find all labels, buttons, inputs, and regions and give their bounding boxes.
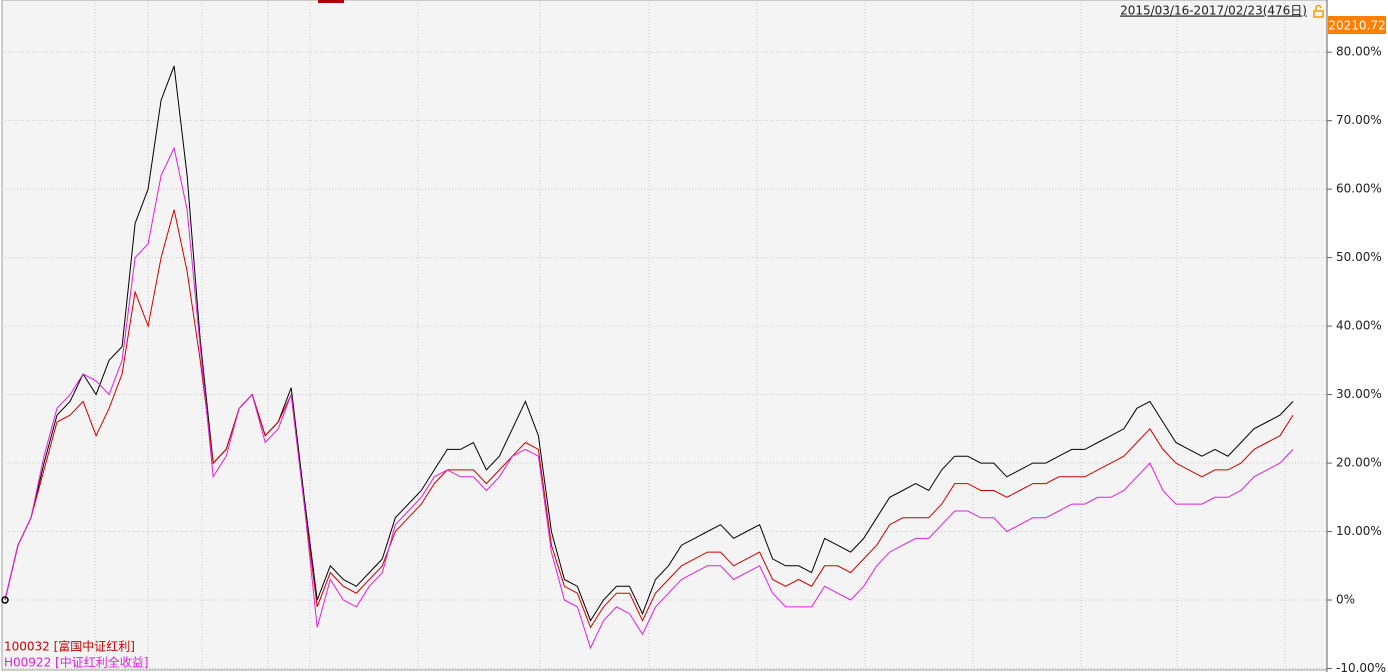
legend-entry: 100032 [富国中证红利]: [4, 639, 135, 654]
y-tick-label: 50.00%: [1336, 250, 1382, 264]
legend-entry: H00922 [中证红利全收益]: [4, 655, 148, 670]
plot-area: [1, 0, 1328, 671]
lock-icon: [1313, 4, 1324, 18]
current-value: 20210.72: [1328, 19, 1385, 33]
y-tick-label: 80.00%: [1336, 45, 1382, 59]
y-tick-label: 40.00%: [1336, 319, 1382, 333]
y-tick-label: 0%: [1336, 593, 1355, 607]
series-line: [4, 209, 1294, 629]
y-tick-label: 70.00%: [1336, 113, 1382, 127]
y-tick-label: -10.00%: [1336, 661, 1386, 672]
current-value-box: [1328, 16, 1386, 34]
top-marker: [318, 0, 344, 3]
date-range: 2015/03/16-2017/02/23(476日): [1120, 4, 1307, 18]
y-tick-label: 20.00%: [1336, 456, 1382, 470]
origin-marker: [1, 596, 9, 604]
series-line: [4, 146, 1294, 650]
y-tick-label: 30.00%: [1336, 387, 1382, 401]
y-tick-label: 10.00%: [1336, 524, 1382, 538]
y-tick-label: 60.00%: [1336, 182, 1382, 196]
